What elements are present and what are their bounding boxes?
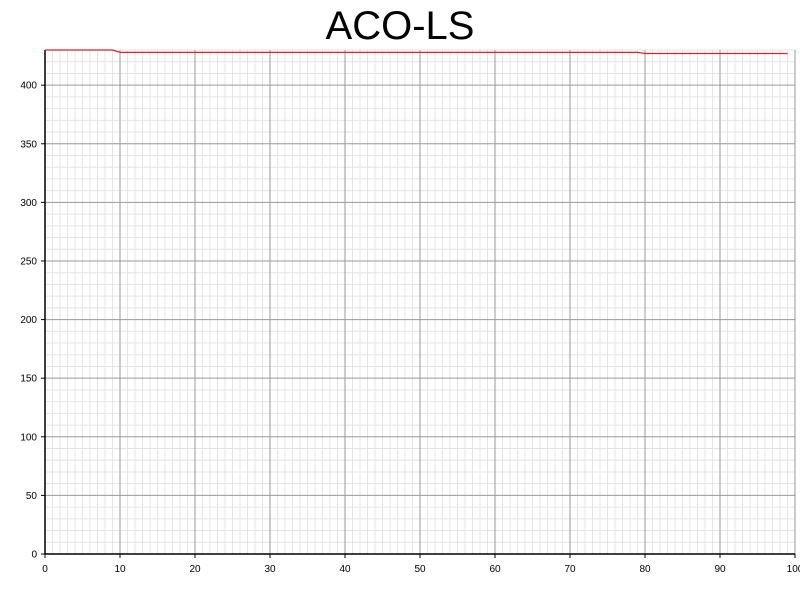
x-tick-label: 50 xyxy=(414,564,426,575)
x-tick-label: 70 xyxy=(564,564,576,575)
y-tick-label: 150 xyxy=(20,374,37,385)
x-tick-label: 80 xyxy=(639,564,651,575)
major-grid xyxy=(45,50,796,554)
x-tick-label: 90 xyxy=(714,564,726,575)
x-tick-label: 40 xyxy=(339,564,351,575)
series-line xyxy=(45,49,788,55)
series-group xyxy=(44,49,788,55)
y-tick-label: 200 xyxy=(20,315,37,326)
y-tick-label: 400 xyxy=(20,81,37,92)
y-tick-label: 0 xyxy=(31,550,37,561)
x-tick-label: 30 xyxy=(264,564,276,575)
chart-title: ACO-LS xyxy=(325,4,475,48)
y-tick-label: 100 xyxy=(20,432,37,443)
x-tick-labels: 0 10 20 30 40 50 60 70 80 90 100 xyxy=(42,564,800,575)
x-tick-label: 20 xyxy=(189,564,201,575)
x-tick-label: 100 xyxy=(787,564,800,575)
y-tick-label: 250 xyxy=(20,256,37,267)
axes xyxy=(41,50,796,558)
x-tick-label: 0 xyxy=(42,564,48,575)
y-tick-label: 350 xyxy=(20,139,37,150)
y-tick-label: 50 xyxy=(26,491,38,502)
x-tick-label: 60 xyxy=(489,564,501,575)
y-tick-label: 300 xyxy=(20,198,37,209)
y-tick-labels: 0 50 100 150 200 250 300 350 400 xyxy=(20,81,37,561)
x-tick-label: 10 xyxy=(114,564,126,575)
